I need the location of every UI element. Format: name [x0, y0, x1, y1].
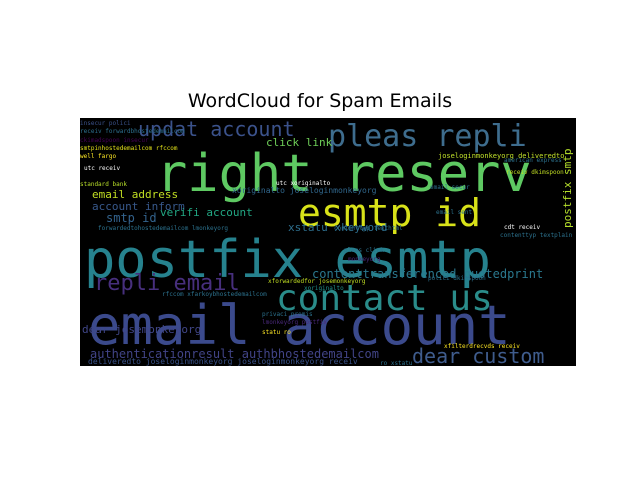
- word-updat-account: updat account: [138, 118, 295, 141]
- word-xfilterdrecvds-receiv: xfilterdrecvds receiv: [444, 343, 520, 350]
- word-email-secur: email secur: [430, 184, 470, 191]
- word-click-link: click link: [266, 136, 333, 149]
- word-xoriginalto: xoriginalto: [304, 285, 344, 292]
- word-receiv-forwardbhostedemailcom: receiv forwardbhostedemailcom: [80, 128, 185, 135]
- word-statu-ro: statu ro: [262, 329, 291, 336]
- word-insecur-polici: insecur polici: [80, 120, 131, 127]
- word-monkeyorg: monkeyorg: [348, 256, 381, 263]
- word-dear-custom: dear custom: [412, 344, 544, 366]
- word-email-sent: email sent: [436, 209, 473, 216]
- word-ckimadspoon-insecur: ckimadspoon insecur: [80, 137, 149, 144]
- word-utc-receiv: utc receiv: [84, 165, 121, 172]
- word-privaci-promis: privaci promis: [262, 311, 313, 318]
- word-contenttyp-texthtml: contenttyp texthtml: [334, 225, 403, 232]
- word-forwardedtohostedemailcom-lmonkeyorg: forwardedtohostedemailcom lmonkeyorg: [98, 225, 228, 232]
- word-right-reserv: right reserv: [156, 144, 532, 204]
- word-contenttyp-textplain: contenttyp textplain: [500, 232, 573, 239]
- word-account-inform: account inform: [92, 200, 185, 213]
- word-email-account: email account: [88, 294, 511, 357]
- word-american-express: american express: [504, 157, 562, 164]
- word-smtpinhostedemailcom-rfccom: smtpinhostedemailcom rfccom: [80, 145, 178, 152]
- chart-title: WordCloud for Spam Emails: [187, 90, 453, 112]
- word-email-address: email address: [92, 188, 178, 201]
- word-polici-dkimspoon: polici dkimspoon: [428, 275, 486, 282]
- word-joseloginmonkeyorg-deliveredto: joseloginmonkeyorg deliveredto: [438, 152, 564, 160]
- word-ro-xstatu: ro xstatu: [380, 360, 413, 366]
- word-verifi-account: verifi account: [160, 206, 253, 219]
- word-pleas-click: pleas click: [344, 247, 384, 254]
- word-repli-email: repli email: [94, 271, 240, 296]
- word-cdt-receiv: cdt receiv: [504, 224, 541, 231]
- word-utc-xoriginalto: utc xoriginalto: [276, 180, 331, 187]
- word-well-fargo: well fargo: [80, 153, 117, 160]
- word-receiv-dkimspoon: receiv dkimspoon: [506, 169, 564, 176]
- word-smtp-id: smtp id: [106, 211, 157, 225]
- word-postfix-smtp: postfix smtp: [561, 149, 574, 228]
- word-xoriginalto-joseloginmonkeyorg: xoriginalto joseloginmonkeyorg: [232, 186, 377, 195]
- word-contenttransferencod-quotedprint: contenttransferencod quotedprint: [312, 267, 543, 281]
- word-xforwardedfor-josemonkeyorg: xforwardedfor josemonkeyorg: [268, 278, 366, 285]
- word-esmtp-id: esmtp id: [298, 191, 481, 235]
- word-dear-josemonkeyorg: dear josemonkeyorg: [82, 323, 201, 336]
- word-postfix-esmtp: postfix esmtp: [84, 230, 491, 290]
- wordcloud-panel: email account postfix esmtp right reserv es…: [80, 118, 576, 366]
- word-xstatu-xkeyword: xstatu xkeyword: [288, 221, 387, 234]
- word-lmonkeyorg-postfix: lmonkeyorg postfix: [262, 319, 327, 326]
- word-rfccom-xfarkoybhostedemailcom: rfccom xfarkoybhostedemailcom: [162, 291, 267, 298]
- word-pleas-repli: pleas repli: [328, 119, 527, 154]
- word-contact-us: contact us: [276, 278, 493, 319]
- word-standard-bank: standard bank: [80, 181, 127, 188]
- word-deliveredto-joseloginmonkeyorg-joseloginmonkeyorg-receiv: deliveredto joseloginmonkeyorg joselogin…: [88, 357, 358, 366]
- word-authenticationresult-authbhostedemailcom: authenticationresult authbhostedemailcom: [90, 347, 379, 361]
